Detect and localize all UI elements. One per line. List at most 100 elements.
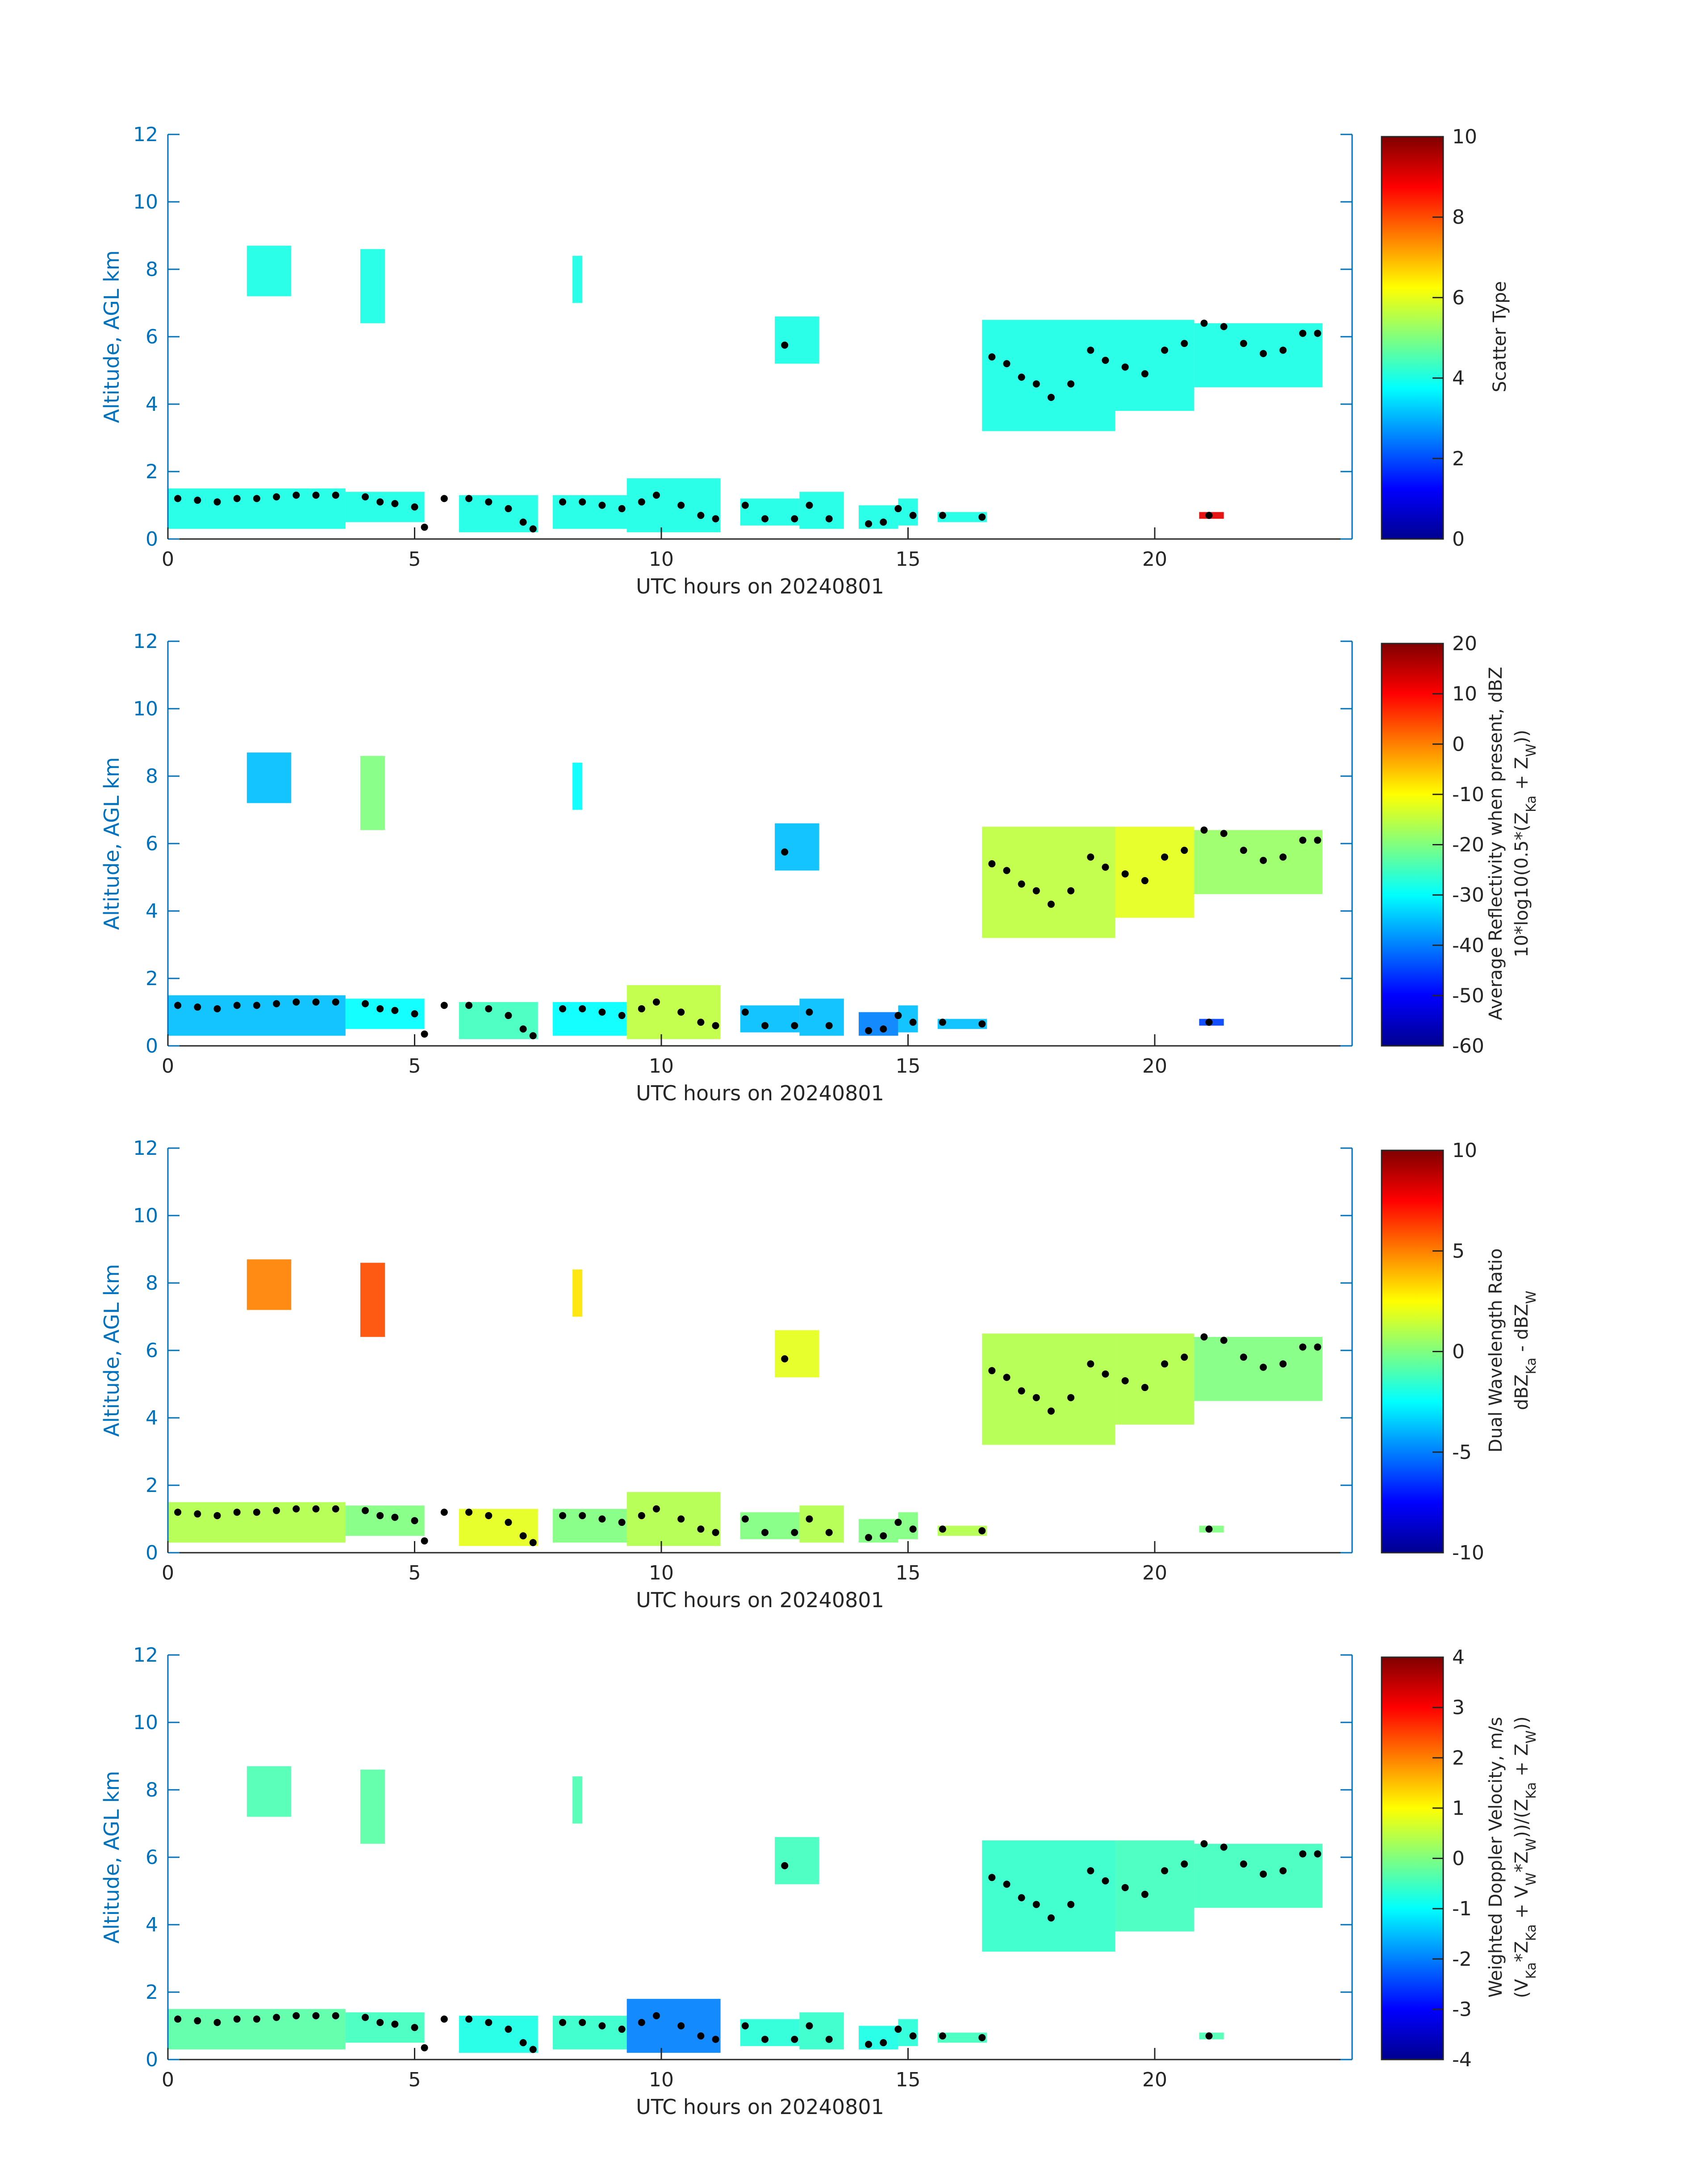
cloud-base-point — [174, 1508, 182, 1516]
cloud-base-point — [529, 1032, 537, 1040]
colorbar-tick-label: 10 — [1452, 1139, 1477, 1162]
colorbar-label-part: W — [1524, 1838, 1539, 1851]
x-tick-label: 10 — [649, 1562, 674, 1584]
colorbar-label-part: Ka — [1524, 795, 1539, 812]
colorbar-label-part: W — [1524, 744, 1539, 757]
cloud-base-point — [411, 2024, 418, 2031]
cloud-base-point — [939, 2032, 946, 2040]
cloud-base-point — [1121, 363, 1129, 371]
y-tick-label: 0 — [146, 528, 158, 551]
y-tick-label: 12 — [133, 1644, 158, 1667]
cloud-base-point — [194, 1003, 201, 1011]
cloud-base-point — [391, 1007, 399, 1014]
cloud-base-point — [880, 2039, 887, 2047]
cloud-base-point — [559, 498, 566, 506]
cloud-base-point — [312, 2012, 320, 2019]
colorbar-label: Dual Wavelength Ratio — [1486, 1248, 1506, 1452]
y-tick-label: 10 — [133, 1711, 158, 1734]
y-tick-label: 4 — [146, 1914, 158, 1936]
cloud-base-point — [1018, 1894, 1025, 1901]
cloud-base-point — [1205, 1019, 1213, 1026]
colorbar-tick-label: 4 — [1452, 367, 1465, 390]
cloud-base-point — [638, 1512, 645, 1519]
cloud-base-point — [1240, 1860, 1247, 1868]
x-tick-label: 10 — [649, 1055, 674, 1078]
y-tick-label: 10 — [133, 1204, 158, 1227]
cloud-region — [898, 2019, 918, 2046]
cloud-base-point — [697, 1525, 705, 1533]
cloud-region — [982, 1333, 1115, 1445]
colorbar-label-part: + Z — [1512, 1743, 1532, 1782]
cloud-region — [898, 1512, 918, 1539]
cloud-region — [775, 316, 819, 364]
colorbar-tick-label: 8 — [1452, 206, 1465, 229]
cloud-base-point — [559, 1005, 566, 1012]
cloud-base-point — [712, 2035, 719, 2043]
cloud-base-point — [741, 501, 749, 509]
x-tick-label: 20 — [1142, 548, 1167, 571]
colorbar-tick-label: 1 — [1452, 1797, 1465, 1820]
cloud-base-point — [909, 2032, 917, 2040]
cloud-base-point — [391, 2020, 399, 2028]
y-tick-label: 12 — [133, 1137, 158, 1160]
x-tick-label: 10 — [649, 548, 674, 571]
y-tick-label: 8 — [146, 765, 158, 788]
cloud-base-point — [292, 2012, 300, 2019]
colorbar-tick-label: 6 — [1452, 286, 1465, 309]
cloud-base-point — [1087, 1360, 1094, 1368]
cloud-base-point — [825, 2035, 833, 2043]
cloud-region — [246, 246, 292, 297]
cloud-base-point — [988, 860, 996, 868]
colorbar-tick-label: 10 — [1452, 125, 1477, 148]
cloud-base-point — [505, 2026, 512, 2033]
x-tick-label: 15 — [896, 2068, 921, 2091]
cloud-base-point — [1003, 360, 1011, 368]
cloud-base-point — [529, 1539, 537, 1546]
cloud-base-point — [909, 512, 917, 519]
cloud-base-point — [1141, 877, 1148, 885]
cloud-base-point — [579, 498, 586, 506]
colorbar-tick-label: 0 — [1452, 1847, 1465, 1870]
cloud-base-point — [1314, 1343, 1321, 1351]
y-tick-label: 0 — [146, 1035, 158, 1057]
cloud-base-point — [312, 491, 320, 499]
cloud-base-point — [292, 998, 300, 1006]
cloud-base-point — [1279, 1360, 1287, 1368]
colorbar-tick-label: -30 — [1452, 884, 1484, 907]
cloud-base-point — [894, 1012, 902, 1020]
cloud-base-point — [712, 1022, 719, 1029]
cloud-base-point — [894, 1519, 902, 1526]
colorbar-tick-label: -40 — [1452, 934, 1484, 957]
colorbar-tick-label: -3 — [1452, 1998, 1472, 2021]
colorbar-label: Scatter Type — [1490, 281, 1510, 393]
x-tick-label: 5 — [409, 548, 421, 571]
colorbar-tick-label: 10 — [1452, 683, 1477, 706]
y-axis-label: Altitude, AGL km — [100, 1771, 124, 1943]
cloud-base-point — [978, 513, 986, 521]
colorbar-label-part: Ka — [1524, 1782, 1539, 1799]
cloud-base-point — [978, 2034, 986, 2041]
cloud-base-point — [741, 1515, 749, 1523]
colorbar-label-part: Dual Wavelength Ratio — [1486, 1248, 1506, 1452]
cloud-base-point — [1161, 1867, 1169, 1875]
cloud-base-point — [677, 501, 685, 509]
cloud-base-point — [559, 1512, 566, 1519]
cloud-base-point — [194, 1510, 201, 1518]
cloud-base-point — [505, 1519, 512, 1526]
cloud-base-point — [880, 1532, 887, 1540]
cloud-base-point — [939, 512, 946, 519]
cloud-region — [937, 512, 987, 522]
colorbar-tick-label: 5 — [1452, 1240, 1465, 1262]
cloud-base-point — [421, 1537, 428, 1545]
cloud-base-point — [559, 2018, 566, 2026]
cloud-region — [799, 1505, 844, 1543]
cloud-base-point — [1200, 319, 1208, 327]
cloud-base-point — [1121, 870, 1129, 877]
cloud-base-point — [174, 2015, 182, 2023]
cloud-base-point — [1181, 1860, 1188, 1868]
y-axis-label: Altitude, AGL km — [100, 1264, 124, 1437]
cloud-base-point — [411, 503, 418, 511]
cloud-base-point — [1047, 1407, 1055, 1415]
cloud-base-point — [411, 1010, 418, 1018]
cloud-base-point — [1279, 1867, 1287, 1875]
